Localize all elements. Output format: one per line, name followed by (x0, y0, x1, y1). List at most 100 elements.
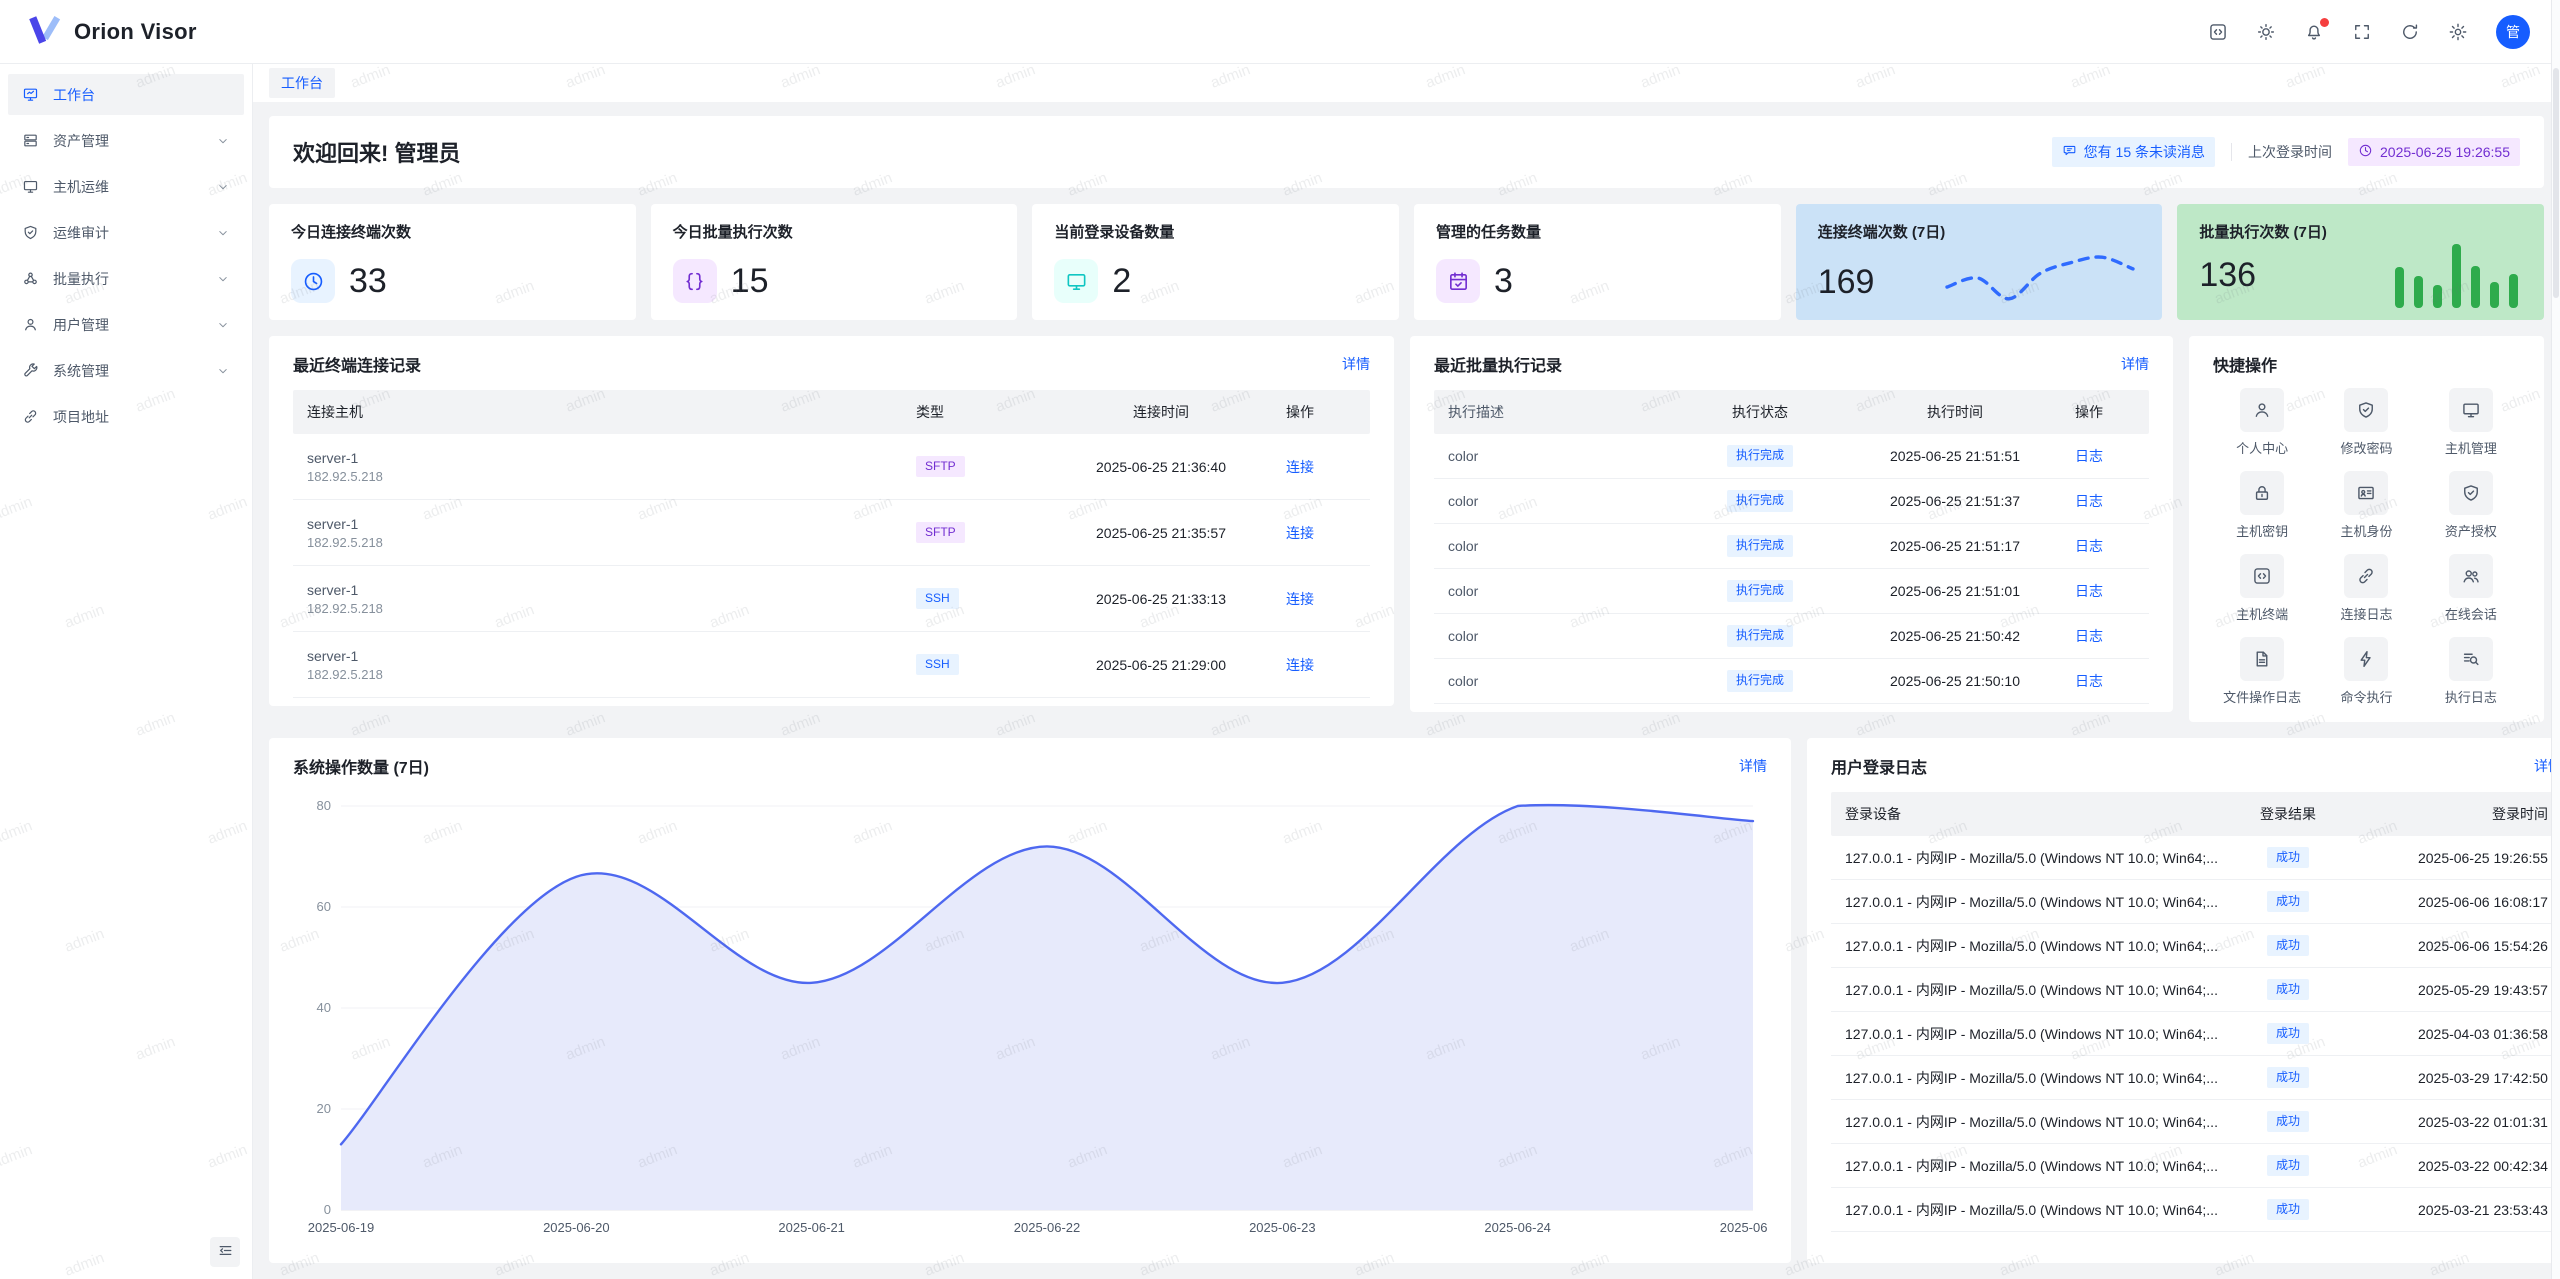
scrollbar-thumb[interactable] (2553, 68, 2559, 298)
svg-text:60: 60 (317, 899, 331, 914)
login-result-tag: 成功 (2266, 934, 2309, 957)
batch-detail-link[interactable]: 详情 (2121, 356, 2149, 372)
quick-action-6[interactable]: 主机终端 (2213, 552, 2311, 625)
host-icon (22, 178, 39, 195)
main-area: 工作台 欢迎回来! 管理员 您有 15 条未读消息 上次登录时间 (253, 64, 2560, 1279)
sidebar-item-5[interactable]: 用户管理 (8, 304, 244, 345)
bar (2452, 244, 2462, 308)
stat-card-4: 连接终端次数 (7日) 169 (1795, 204, 2163, 320)
login-result-tag: 成功 (2266, 890, 2309, 913)
terminal-table-row: server-1 182.92.5.218 SSH 2025-06-25 21:29:… (293, 632, 1370, 698)
log-link[interactable]: 日志 (2075, 538, 2103, 554)
quick-action-label: 主机身份 (2340, 524, 2393, 539)
menu-fold-icon (217, 1242, 234, 1262)
quick-action-7[interactable]: 连接日志 (2317, 552, 2415, 625)
sidebar-item-2[interactable]: 主机运维 (8, 166, 244, 207)
system-chart-title: 系统操作数量 (7日) (293, 760, 430, 777)
exec-time: 2025-06-25 21:51:17 (1890, 538, 2020, 554)
clock-icon (2358, 143, 2373, 161)
quick-action-8[interactable]: 在线会话 (2422, 552, 2520, 625)
login-result-tag: 成功 (2266, 1198, 2309, 1221)
batch-table-row: color 执行完成 2025-06-25 21:50:10 日志 (1434, 659, 2149, 704)
terminal-detail-link[interactable]: 详情 (1342, 356, 1370, 372)
system-chart-detail-link[interactable]: 详情 (1739, 758, 1767, 774)
terminal-connections-card: 最近终端连接记录 详情 连接主机 类型 连接时间 操作 server-1 182.92.5… (269, 336, 1394, 706)
link-icon (2344, 554, 2389, 598)
unread-messages-text: 您有 15 条未读消息 (2083, 144, 2205, 160)
quick-action-4[interactable]: 主机身份 (2317, 469, 2415, 542)
log-link[interactable]: 日志 (2075, 628, 2103, 644)
stat-card-2: 当前登录设备数量 2 (1032, 204, 1400, 320)
exec-time: 2025-06-25 21:51:01 (1890, 583, 2020, 599)
code-button[interactable] (2208, 22, 2228, 42)
search-list-icon (2448, 637, 2493, 681)
shield-check-icon (2448, 471, 2493, 515)
stat-label: 当前登录设备数量 (1054, 224, 1175, 241)
theme-button[interactable] (2256, 22, 2276, 42)
link-icon (22, 408, 39, 425)
terminal-icon (2240, 554, 2285, 598)
sidebar-item-1[interactable]: 资产管理 (8, 120, 244, 161)
quick-action-5[interactable]: 资产授权 (2422, 469, 2520, 542)
unread-messages-badge[interactable]: 您有 15 条未读消息 (2051, 137, 2215, 167)
sidebar-item-0[interactable]: 工作台 (8, 74, 244, 115)
sidebar-item-label: 用户管理 (53, 316, 109, 333)
assets-icon (22, 132, 39, 149)
login-time: 2025-04-03 01:36:58 (2417, 1025, 2548, 1042)
sidebar-item-4[interactable]: 批量执行 (8, 258, 244, 299)
sidebar-item-6[interactable]: 系统管理 (8, 350, 244, 391)
system-operations-card: 系统操作数量 (7日) 详情 0 20 40 60 80 2025-06-19 2025-0… (269, 738, 1791, 1263)
login-result-tag: 成功 (2266, 1154, 2309, 1177)
stat-label: 管理的任务数量 (1436, 224, 1542, 241)
log-link[interactable]: 日志 (2075, 448, 2103, 464)
login-table-row: 127.0.0.1 - 内网IP - Mozilla/5.0 (Windows … (1831, 968, 2560, 1012)
connect-link[interactable]: 连接 (1286, 590, 1314, 607)
clock-icon (291, 259, 335, 303)
login-table-row: 127.0.0.1 - 内网IP - Mozilla/5.0 (Windows … (1831, 924, 2560, 968)
refresh-button[interactable] (2400, 22, 2420, 42)
quick-action-9[interactable]: 文件操作日志 (2213, 635, 2311, 708)
quick-action-10[interactable]: 命令执行 (2317, 635, 2415, 708)
log-link[interactable]: 日志 (2075, 583, 2103, 599)
log-link[interactable]: 日志 (2075, 673, 2103, 689)
file-icon (2240, 637, 2285, 681)
column-header: 登录时间 (2491, 806, 2548, 822)
login-log-title: 用户登录日志 (1831, 760, 1928, 777)
sidebar-item-7[interactable]: 项目地址 (8, 396, 244, 437)
svg-text:80: 80 (317, 798, 331, 813)
page-scrollbar[interactable] (2551, 0, 2560, 1279)
connect-link[interactable]: 连接 (1286, 524, 1314, 541)
quick-action-2[interactable]: 主机管理 (2422, 386, 2520, 459)
quick-action-1[interactable]: 修改密码 (2317, 386, 2415, 459)
fullscreen-button[interactable] (2352, 22, 2372, 42)
sidebar: 工作台资产管理主机运维运维审计批量执行用户管理系统管理项目地址 (0, 64, 253, 1279)
app-logo[interactable]: Orion Visor (28, 14, 197, 49)
middle-row: 最近终端连接记录 详情 连接主机 类型 连接时间 操作 server-1 182.92.5… (269, 336, 2544, 722)
svg-text:0: 0 (324, 1202, 331, 1217)
login-device: 127.0.0.1 - 内网IP - Mozilla/5.0 (Windows … (1845, 893, 2218, 910)
column-header: 执行时间 (1927, 404, 1983, 420)
batch-table-row: color 执行完成 2025-06-25 21:51:01 日志 (1434, 569, 2149, 614)
batch-table-row: color 执行完成 2025-06-25 21:51:17 日志 (1434, 524, 2149, 569)
stat-value: 136 (2199, 256, 2257, 294)
dashboard-icon (22, 86, 39, 103)
quick-action-3[interactable]: 主机密钥 (2213, 469, 2311, 542)
login-time: 2025-03-29 17:42:50 (2417, 1069, 2548, 1086)
quick-action-label: 在线会话 (2444, 607, 2497, 622)
log-link[interactable]: 日志 (2075, 493, 2103, 509)
quick-action-11[interactable]: 执行日志 (2422, 635, 2520, 708)
settings-button[interactable] (2448, 22, 2468, 42)
notifications-button[interactable] (2304, 17, 2329, 42)
connect-link[interactable]: 连接 (1286, 458, 1314, 475)
audit-icon (22, 224, 39, 241)
connect-link[interactable]: 连接 (1286, 656, 1314, 673)
batch-table-row: color 执行完成 2025-06-25 21:50:42 日志 (1434, 614, 2149, 659)
user-avatar[interactable]: 管 (2496, 14, 2530, 49)
sidebar-item-label: 项目地址 (53, 408, 109, 425)
quick-action-label: 连接日志 (2340, 607, 2393, 622)
exec-description: color (1448, 673, 1479, 689)
quick-action-0[interactable]: 个人中心 (2213, 386, 2311, 459)
sidebar-item-3[interactable]: 运维审计 (8, 212, 244, 253)
sidebar-collapse-button[interactable] (210, 1237, 240, 1267)
breadcrumb[interactable]: 工作台 (269, 68, 335, 98)
